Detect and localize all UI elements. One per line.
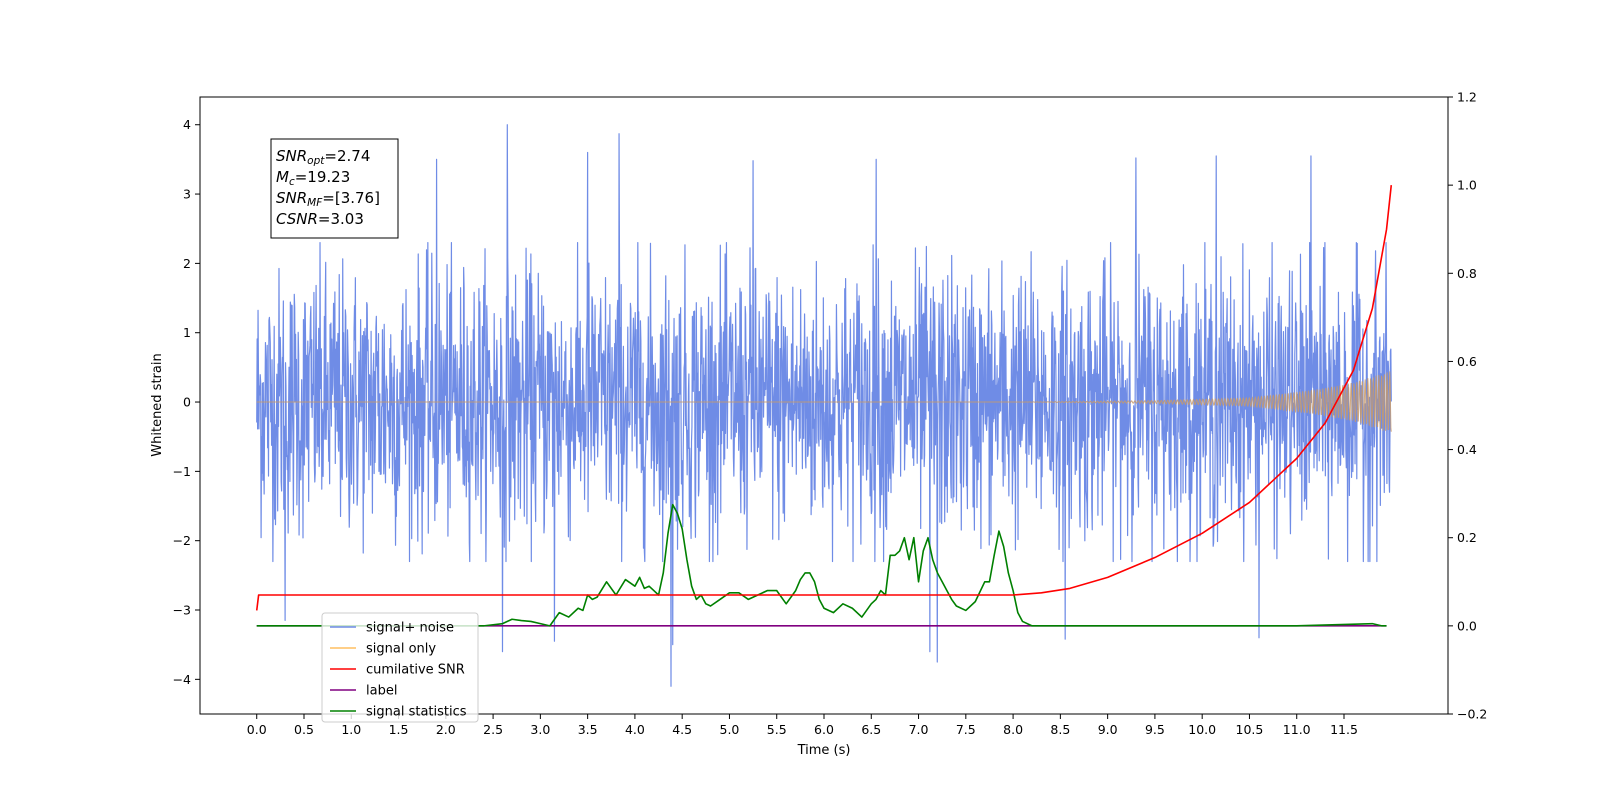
series-signal-noise [256, 124, 1392, 687]
stats-symbol: M [276, 168, 289, 186]
y-tick-label: −2 [173, 533, 191, 548]
x-tick-label: 0.0 [247, 722, 267, 737]
stats-box-frame [270, 138, 399, 239]
stats-line: SNRopt=2.74 [276, 147, 370, 167]
x-tick-label: 6.5 [861, 722, 881, 737]
x-tick-label: 3.0 [530, 722, 550, 737]
x-tick-label: 9.5 [1145, 722, 1165, 737]
stats-subscript: opt [307, 155, 325, 167]
x-tick-label: 7.5 [956, 722, 976, 737]
series-signal-only [256, 371, 1392, 432]
stats-value: =[3.76] [322, 189, 380, 207]
x-tick-label: 6.0 [814, 722, 834, 737]
y-tick-label: 1 [183, 325, 191, 340]
stats-value: =2.74 [324, 147, 370, 165]
legend: signal+ noise signal only cumilative SNR la… [321, 612, 479, 723]
stats-line: SNRMF=[3.76] [276, 189, 380, 209]
x-tick-label: 10.5 [1236, 722, 1264, 737]
y-tick-label: −1 [173, 464, 191, 479]
x-axis-label: Time (s) [797, 743, 851, 758]
stats-symbol: SNR [276, 147, 307, 165]
x-tick-label: 11.0 [1283, 722, 1311, 737]
y-tick-label: 3 [183, 187, 191, 202]
x-tick-label: 0.5 [294, 722, 314, 737]
y-tick-label: 0 [183, 395, 191, 410]
x-tick-label: 5.5 [767, 722, 787, 737]
y2-tick-label: 1.0 [1457, 178, 1477, 193]
stats-subscript: MF [307, 197, 323, 209]
y-axis-label: Whitened strain [150, 353, 165, 456]
x-tick-label: 4.5 [672, 722, 692, 737]
stats-subscript: c [289, 176, 295, 188]
y-tick-label: −4 [173, 672, 191, 687]
x-tick-label: 2.5 [483, 722, 503, 737]
y2-tick-label: 1.2 [1457, 90, 1477, 105]
series-signal-statistics [256, 503, 1387, 627]
legend-entry-label: label [366, 684, 397, 699]
series-cumulative-snr [255, 185, 1393, 611]
x-tick-label: 2.0 [436, 722, 456, 737]
legend-entry-label: signal+ noise [366, 621, 454, 636]
x-tick-label: 11.5 [1330, 722, 1358, 737]
x-tick-label: 9.0 [1098, 722, 1118, 737]
y2-tick-label: 0.4 [1457, 442, 1477, 457]
axes-layer: 0.0 0.5 1.0 1.5 2.0 2.5 3.0 3.5 4.0 4.5 5.0 5.5 6.0 6… [173, 90, 1488, 738]
x-tick-label: 3.5 [578, 722, 598, 737]
x-tick-label: 8.0 [1003, 722, 1023, 737]
x-tick-label: 4.0 [625, 722, 645, 737]
x-tick-label: 7.0 [909, 722, 929, 737]
y-tick-label: −3 [173, 603, 191, 618]
y-tick-label: 2 [183, 256, 191, 271]
x-tick-label: 8.5 [1050, 722, 1070, 737]
stats-line: CSNR=3.03 [276, 210, 364, 228]
stats-value: =3.03 [318, 210, 364, 228]
x-tick-label: 1.5 [389, 722, 409, 737]
x-tick-label: 10.0 [1188, 722, 1216, 737]
y2-tick-label: 0.2 [1457, 530, 1477, 545]
legend-frame [321, 612, 479, 723]
y2-tick-label: −0.2 [1457, 707, 1487, 722]
legend-entry-label: signal only [366, 642, 436, 657]
legend-entry-label: signal statistics [366, 705, 467, 720]
x-tick-label: 5.0 [720, 722, 740, 737]
stats-symbol: SNR [276, 189, 307, 207]
stats-value: =19.23 [295, 168, 351, 186]
stats-symbol: CSNR [276, 210, 318, 228]
y2-tick-label: 0.0 [1457, 618, 1477, 633]
legend-entry-label: cumilative SNR [366, 663, 465, 678]
y2-tick-label: 0.8 [1457, 266, 1477, 281]
stats-line: Mc=19.23 [276, 168, 350, 188]
y2-tick-label: 0.6 [1457, 354, 1477, 369]
x-tick-label: 1.0 [341, 722, 361, 737]
y-tick-label: 4 [183, 117, 191, 132]
